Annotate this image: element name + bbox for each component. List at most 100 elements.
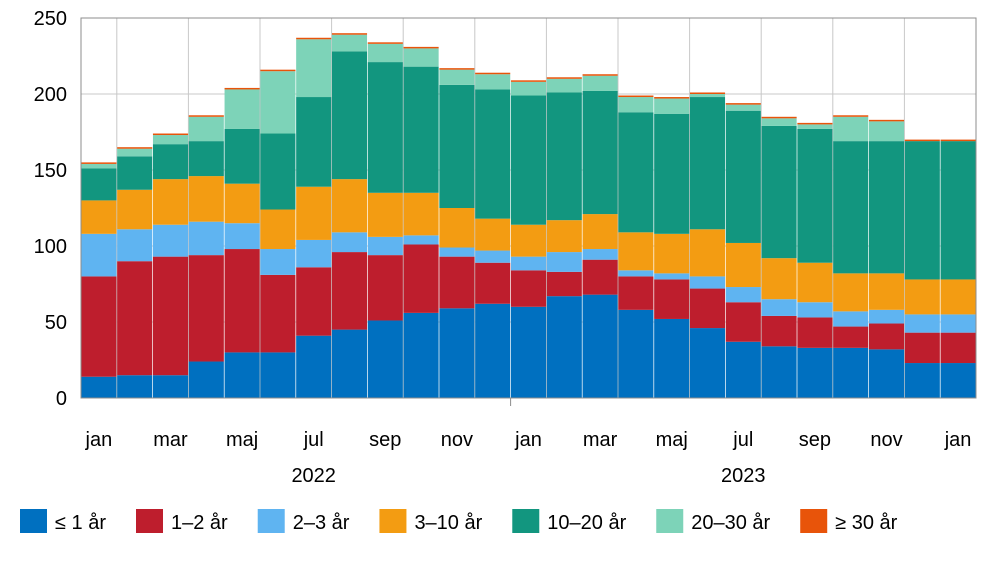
bar-segment <box>868 349 905 398</box>
y-tick-label: 250 <box>34 8 67 30</box>
bar-segment <box>81 163 117 169</box>
bar-segment <box>403 192 439 236</box>
legend-swatch <box>136 509 163 533</box>
bar-segment <box>260 249 296 275</box>
bar-segment <box>331 179 368 233</box>
legend: ≤ 1 år 1–2 år 2–3 år 3–10 år 10–20 år 20–30 å… <box>20 509 898 534</box>
bar-segment <box>81 200 117 234</box>
bar-segment <box>654 97 690 99</box>
bar-segment <box>797 317 833 348</box>
legend-swatch <box>512 509 540 533</box>
bar-segment <box>439 247 475 257</box>
bar-segment <box>439 69 475 85</box>
bar-segment <box>224 223 260 250</box>
bar-segment <box>654 233 690 274</box>
bar-segment <box>833 311 869 327</box>
bar-segment <box>797 122 833 125</box>
bar-segment <box>689 92 726 94</box>
bar-segment <box>546 271 582 297</box>
bar-segment <box>331 252 368 330</box>
bar-segment <box>868 121 905 142</box>
bar-segment <box>904 141 940 280</box>
bar-segment <box>868 309 905 324</box>
bar-segment <box>260 352 296 398</box>
bar-segment <box>475 72 511 75</box>
bar-segment <box>725 104 761 111</box>
bar-segment <box>761 299 797 316</box>
bar-segment <box>367 42 403 44</box>
bar-segment <box>81 376 117 398</box>
bar-segment <box>833 326 869 348</box>
bar-segment <box>904 139 940 142</box>
bar-segment <box>81 276 117 377</box>
bar-segment <box>475 218 511 251</box>
legend-entry: 2–3 år <box>293 512 350 534</box>
bar-segment <box>761 315 797 347</box>
bar-segment <box>797 262 833 303</box>
bar-segment <box>868 323 905 350</box>
bar-segment <box>940 332 976 364</box>
bar-segment <box>475 303 511 398</box>
bar-segment <box>439 208 475 248</box>
bar-segment <box>618 95 654 98</box>
bar-segment <box>904 332 940 364</box>
bar-segment <box>296 239 332 268</box>
bar-segment <box>296 37 332 40</box>
bar-segment <box>689 229 726 277</box>
bar-segment <box>260 69 296 72</box>
bar-segment <box>152 375 189 398</box>
bar-segment <box>331 232 368 253</box>
bar-segment <box>188 116 224 142</box>
x-tick-label: nov <box>870 429 902 451</box>
bar-segment <box>117 156 153 190</box>
bar-segment <box>224 128 260 184</box>
bar-segment <box>188 115 224 117</box>
bar-segment <box>296 97 332 187</box>
legend-swatch <box>800 509 828 533</box>
bar-segment <box>367 43 403 63</box>
axes <box>80 17 977 406</box>
bar-segment <box>725 341 761 398</box>
bar-segment <box>224 89 260 129</box>
bar-segment <box>689 276 726 289</box>
legend-entry: 1–2 år <box>171 512 228 534</box>
bar-segment <box>260 133 296 210</box>
bar-segment <box>296 186 332 240</box>
bar-segment <box>689 328 726 398</box>
bar-segment <box>367 192 403 237</box>
bar-segment <box>689 94 726 98</box>
x-tick-label: nov <box>441 429 473 451</box>
bar-segment <box>546 92 582 221</box>
y-tick-label: 150 <box>34 160 67 182</box>
legend-swatch <box>20 509 47 533</box>
bar-segment <box>546 296 582 398</box>
legend-entry: ≤ 1 år <box>55 512 106 534</box>
bar-segment <box>367 320 403 398</box>
x-tick-label: mar <box>583 429 618 451</box>
bar-segment <box>81 168 117 201</box>
bar-segment <box>188 221 224 256</box>
bar-segment <box>510 256 547 271</box>
bar-segment <box>188 361 224 398</box>
bar-segment <box>833 141 869 274</box>
bar-segment <box>260 209 296 250</box>
legend-swatch <box>379 509 407 533</box>
bar-segment <box>725 103 761 105</box>
bar-segment <box>833 116 869 142</box>
bar-segment <box>439 308 475 398</box>
bar-segment <box>797 347 833 398</box>
bar-segment <box>797 124 833 129</box>
y-tick-label: 200 <box>34 84 67 106</box>
bar-segment <box>403 66 439 193</box>
bar-segment <box>510 224 547 257</box>
bar-segment <box>296 267 332 336</box>
bar-segment <box>403 312 439 398</box>
bar-segment <box>582 294 618 398</box>
bar-segment <box>654 279 690 319</box>
bar-segment <box>797 128 833 263</box>
bar-segment <box>833 273 869 312</box>
bar-segment <box>224 249 260 353</box>
bar-segment <box>940 141 976 280</box>
bar-segment <box>618 97 654 113</box>
